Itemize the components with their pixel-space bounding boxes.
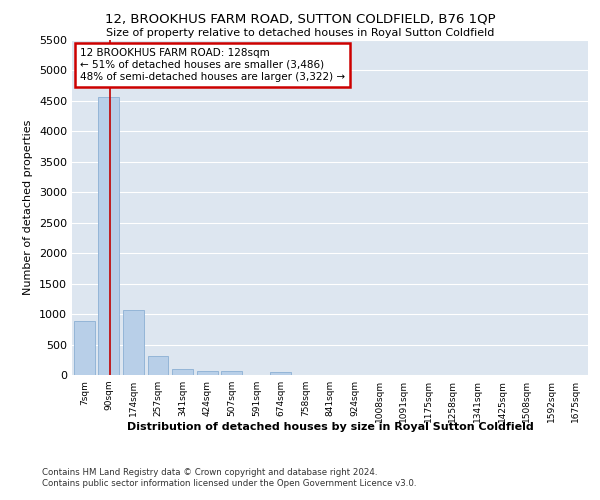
Bar bbox=[123, 310, 144, 375]
Bar bbox=[148, 356, 169, 375]
Bar bbox=[172, 369, 193, 375]
Text: Distribution of detached houses by size in Royal Sutton Coldfield: Distribution of detached houses by size … bbox=[127, 422, 533, 432]
Y-axis label: Number of detached properties: Number of detached properties bbox=[23, 120, 34, 295]
Text: 12 BROOKHUS FARM ROAD: 128sqm
← 51% of detached houses are smaller (3,486)
48% o: 12 BROOKHUS FARM ROAD: 128sqm ← 51% of d… bbox=[80, 48, 345, 82]
Text: Contains HM Land Registry data © Crown copyright and database right 2024.
Contai: Contains HM Land Registry data © Crown c… bbox=[42, 468, 416, 487]
Bar bbox=[74, 322, 95, 375]
Text: Size of property relative to detached houses in Royal Sutton Coldfield: Size of property relative to detached ho… bbox=[106, 28, 494, 38]
Bar bbox=[221, 372, 242, 375]
Bar bbox=[271, 372, 292, 375]
Bar bbox=[197, 370, 218, 375]
Text: 12, BROOKHUS FARM ROAD, SUTTON COLDFIELD, B76 1QP: 12, BROOKHUS FARM ROAD, SUTTON COLDFIELD… bbox=[104, 12, 496, 26]
Bar bbox=[98, 98, 119, 375]
